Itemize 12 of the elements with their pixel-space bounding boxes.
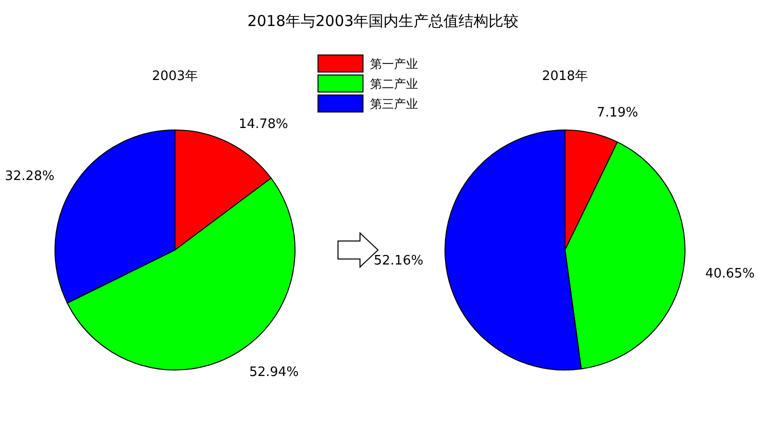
data-label: 52.94%	[249, 365, 299, 380]
data-label: 7.19%	[596, 106, 638, 121]
chart-title: 2018年与2003年国内生产总值结构比较	[247, 12, 519, 30]
chart-title: 2018年	[542, 69, 588, 84]
data-label: 32.28%	[4, 168, 54, 184]
legend-label: 第三产业	[370, 97, 418, 111]
legend-label: 第二产业	[370, 77, 418, 91]
text: 2003年	[152, 69, 198, 84]
data-label: 40.65%	[705, 266, 755, 282]
legend-label: 第一产业	[370, 57, 418, 71]
data-label: 14.78%	[238, 117, 288, 132]
data-label: 52.16%	[374, 254, 424, 269]
